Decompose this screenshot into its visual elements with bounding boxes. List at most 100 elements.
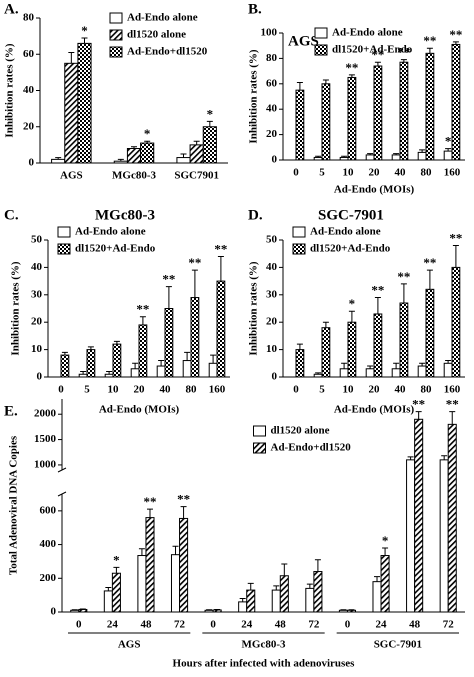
y-tick-label: 40 bbox=[31, 261, 43, 273]
y-tick-label: 40 bbox=[23, 84, 35, 96]
bar bbox=[204, 609, 214, 613]
panel-label: C. bbox=[4, 207, 19, 223]
bar bbox=[339, 368, 349, 378]
significance-label: ** bbox=[397, 269, 410, 284]
y-tick-label: 10 bbox=[31, 343, 43, 355]
x-tick-label: 0 bbox=[76, 619, 82, 631]
x-tick-label: 160 bbox=[444, 167, 461, 179]
x-tick-label: 160 bbox=[209, 384, 226, 396]
legend-swatch bbox=[253, 425, 266, 437]
error-bar bbox=[374, 576, 381, 582]
panel-title: MGc80-3 bbox=[95, 207, 155, 223]
x-tick-label: MGc80-3 bbox=[112, 170, 156, 182]
bar bbox=[305, 587, 315, 613]
legend-swatch bbox=[314, 27, 328, 39]
error-bar bbox=[87, 346, 94, 350]
legend-label: dl1520+Ad-Endo bbox=[75, 243, 156, 255]
legend-swatch bbox=[109, 12, 123, 24]
x-tick-label: 24 bbox=[107, 619, 119, 631]
bar bbox=[443, 362, 453, 378]
y-tick-label: 60 bbox=[266, 77, 278, 89]
x-tick-label: AGS bbox=[60, 170, 83, 182]
y-tick-label: 20 bbox=[266, 128, 278, 140]
bar bbox=[164, 308, 174, 378]
x-tick-label: 40 bbox=[395, 384, 407, 396]
bar bbox=[279, 575, 289, 613]
error-bar bbox=[419, 362, 426, 367]
error-bar bbox=[172, 545, 179, 555]
legend-swatch bbox=[292, 243, 306, 255]
panel-label: D. bbox=[248, 207, 263, 223]
error-bar bbox=[306, 583, 313, 589]
x-axis-label: Ad-Endo (MOIs) bbox=[334, 184, 415, 196]
x-tick-label: 48 bbox=[409, 619, 421, 631]
error-bar bbox=[367, 153, 374, 155]
error-bar bbox=[80, 371, 87, 375]
significance-label: ** bbox=[446, 397, 459, 412]
y-tick-label: 0 bbox=[29, 157, 35, 169]
bar bbox=[103, 590, 113, 613]
error-bar bbox=[314, 559, 321, 572]
bar bbox=[417, 365, 427, 378]
group-label: MGc80-3 bbox=[242, 639, 286, 651]
bar bbox=[365, 154, 375, 161]
x-tick-label: 48 bbox=[275, 619, 287, 631]
error-bar bbox=[184, 351, 191, 361]
bar bbox=[373, 313, 383, 378]
bar bbox=[271, 589, 281, 613]
legend-label: Ad-Endo alone bbox=[332, 27, 403, 39]
error-bar bbox=[393, 153, 400, 155]
significance-label: ** bbox=[188, 255, 201, 270]
panel-label: A. bbox=[4, 1, 19, 17]
error-bar bbox=[374, 297, 381, 314]
error-bar bbox=[315, 372, 322, 375]
bar bbox=[425, 52, 435, 161]
significance-label: ** bbox=[397, 45, 410, 60]
error-bar bbox=[426, 47, 433, 54]
x-tick-label: 40 bbox=[160, 384, 172, 396]
legend-swatch bbox=[109, 29, 123, 41]
bar bbox=[347, 321, 357, 378]
y-tick-label: 1500 bbox=[34, 433, 57, 445]
bar bbox=[380, 555, 390, 613]
y-tick-label: 0 bbox=[272, 154, 278, 166]
x-tick-label: 0 bbox=[293, 384, 299, 396]
x-tick-label: 20 bbox=[369, 167, 381, 179]
bar bbox=[182, 360, 192, 378]
bar bbox=[414, 418, 424, 613]
error-bar bbox=[180, 506, 187, 519]
error-bar bbox=[449, 411, 456, 425]
legend-label: dl1520 alone bbox=[271, 425, 330, 437]
error-bar bbox=[139, 316, 146, 325]
x-axis-label: Hours after infected with adenoviruses bbox=[173, 658, 356, 670]
x-tick-label: 20 bbox=[134, 384, 146, 396]
x-tick-label: 24 bbox=[241, 619, 253, 631]
error-bar bbox=[113, 566, 120, 574]
error-bar bbox=[445, 148, 452, 152]
significance-label: ** bbox=[371, 283, 384, 298]
bar bbox=[365, 368, 375, 378]
x-tick-label: 80 bbox=[421, 167, 433, 179]
significance-label: * bbox=[113, 552, 120, 567]
error-bar bbox=[419, 149, 426, 153]
x-tick-label: 0 bbox=[210, 619, 216, 631]
significance-label: ** bbox=[214, 241, 227, 256]
error-bar bbox=[367, 365, 374, 369]
y-tick-label: 20 bbox=[31, 316, 43, 328]
error-bar bbox=[158, 360, 165, 367]
y-axis-label: Inhibition rates (%) bbox=[10, 261, 22, 355]
error-bar bbox=[206, 609, 213, 611]
panel-title: AGS bbox=[288, 33, 319, 49]
legend-swatch bbox=[314, 44, 328, 56]
bar bbox=[176, 157, 191, 164]
error-bar bbox=[348, 74, 355, 78]
y-tick-label: 50 bbox=[266, 234, 278, 246]
error-bar bbox=[348, 609, 355, 611]
bar bbox=[447, 423, 457, 613]
bar bbox=[295, 89, 305, 161]
error-bar bbox=[146, 508, 153, 518]
significance-label: * bbox=[349, 296, 356, 311]
error-bar bbox=[393, 362, 400, 369]
error-bar bbox=[132, 362, 139, 369]
significance-label: ** bbox=[177, 492, 190, 507]
